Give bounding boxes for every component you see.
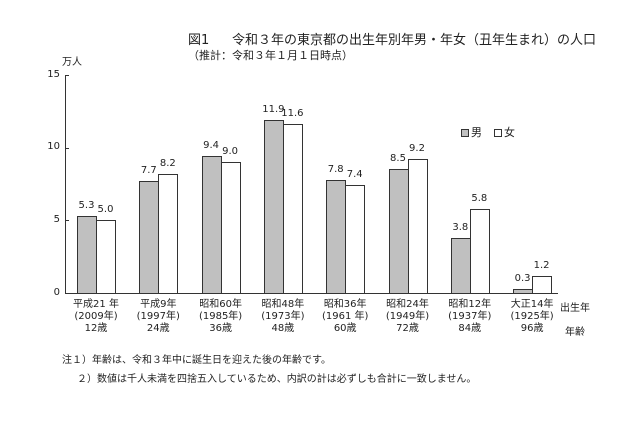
y-axis	[65, 75, 66, 294]
x-label-age: 96歳	[520, 323, 544, 334]
legend-male-label: 男	[471, 126, 482, 139]
bar-female	[158, 174, 179, 294]
figure-label: 図1	[188, 33, 210, 48]
x-label-era: 大正14年	[510, 299, 554, 310]
bar-value-label: 11.9	[262, 104, 285, 115]
note-1: 注１）年齢は、令和３年中に誕生日を迎えた後の年齢です。	[62, 355, 331, 366]
bar-male	[263, 120, 284, 294]
x-label-era: 平成21 年	[73, 299, 119, 310]
bar-value-label: 1.2	[533, 260, 550, 271]
legend-female-label: 女	[504, 126, 515, 139]
chart-subtitle: （推計：令和３年１月１日時点）	[188, 49, 353, 62]
legend-male-swatch-icon	[461, 129, 469, 137]
x-axis-label-birth-year: 出生年	[560, 303, 590, 314]
bar-male	[388, 169, 409, 294]
bar-male	[201, 156, 222, 294]
bar-value-label: 5.0	[97, 204, 114, 215]
bar-male	[326, 180, 347, 294]
y-tick-15: 15	[47, 69, 60, 80]
bar-male	[513, 289, 534, 294]
bar-value-label: 9.2	[409, 143, 425, 154]
bar-female	[96, 220, 116, 294]
x-label-era: 昭和60年	[199, 299, 242, 310]
bar-value-label: 8.2	[159, 158, 176, 169]
bar-value-label: 7.4	[346, 169, 363, 180]
bar-value-label: 5.8	[471, 193, 488, 204]
x-label-year: (1985年)	[198, 311, 243, 322]
x-label-year: (1961 年)	[321, 311, 369, 322]
x-label-age: 24歳	[146, 323, 170, 334]
x-label-age: 36歳	[209, 323, 232, 334]
bar-female	[407, 159, 428, 294]
bar-value-label: 5.3	[78, 200, 95, 211]
bar-male	[139, 181, 160, 294]
bar-value-label: 8.5	[390, 153, 406, 164]
bar-value-label: 0.3	[514, 273, 531, 284]
bar-male	[450, 238, 471, 294]
x-label-year: (1925年)	[510, 311, 554, 322]
bar-value-label: 3.8	[452, 222, 469, 233]
x-label-year: (1937年)	[448, 311, 492, 322]
x-label-era: 昭和48年	[261, 299, 305, 310]
x-axis	[65, 293, 558, 294]
x-label-year: (1973年)	[261, 311, 305, 322]
y-tick-10: 10	[47, 141, 60, 152]
x-label-age: 84歳	[458, 323, 482, 334]
bar-value-label: 9.0	[222, 146, 239, 157]
x-axis-label-age: 年齢	[565, 327, 585, 338]
x-label-age: 72歳	[396, 323, 419, 334]
y-axis-unit: 万人	[62, 57, 82, 68]
x-label-era: 平成9年	[140, 299, 177, 310]
note-2: ２）数値は千人未満を四捨五入しているため、内訳の計は必ずしも合計に一致しません。	[77, 374, 477, 385]
y-tickmark	[65, 148, 69, 149]
x-label-year: (1949年)	[385, 311, 430, 322]
y-tickmark	[65, 220, 69, 221]
bar-female	[220, 162, 241, 294]
x-label-year: (1997年)	[136, 311, 180, 322]
x-label-year: (2009年)	[74, 311, 118, 322]
bar-value-label: 7.8	[327, 164, 344, 175]
bar-female	[345, 185, 366, 294]
bar-value-label: 11.6	[281, 108, 304, 119]
legend-male: 男	[461, 124, 482, 140]
x-label-era: 昭和36年	[323, 299, 367, 310]
bar-value-label: 9.4	[203, 140, 220, 151]
x-label-age: 48歳	[271, 323, 295, 334]
bar-female	[469, 209, 490, 294]
legend-female-swatch-icon	[494, 129, 502, 137]
bar-male	[77, 216, 97, 294]
y-tick-0: 0	[53, 287, 60, 298]
y-tickmark	[65, 75, 69, 76]
bar-female	[532, 276, 553, 294]
x-label-era: 昭和24年	[386, 299, 429, 310]
y-tick-5: 5	[53, 214, 60, 225]
legend-female: 女	[494, 124, 515, 140]
bar-value-label: 7.7	[140, 165, 157, 176]
bar-female	[282, 124, 303, 294]
x-label-age: 12歳	[84, 323, 108, 334]
x-label-age: 60歳	[333, 323, 357, 334]
x-label-era: 昭和12年	[448, 299, 492, 310]
chart-title: 令和３年の東京都の出生年別年男・年女（丑年生まれ）の人口	[232, 33, 597, 48]
